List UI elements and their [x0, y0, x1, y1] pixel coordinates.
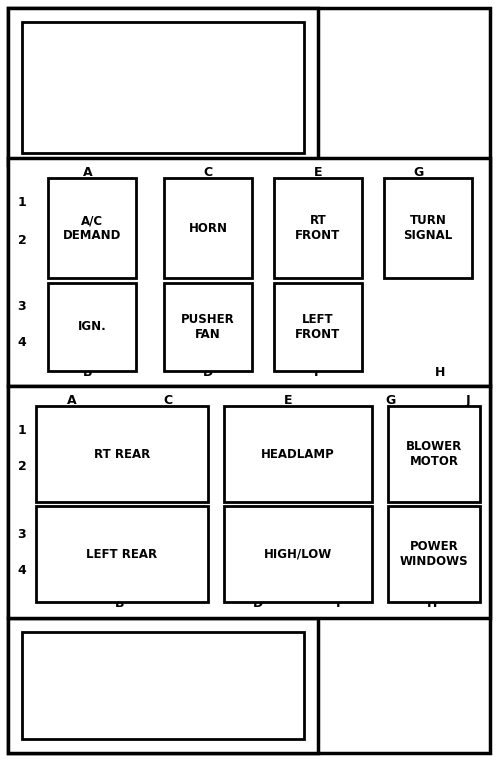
Text: 4: 4	[18, 336, 26, 349]
Text: BLOWER
MOTOR: BLOWER MOTOR	[406, 440, 462, 468]
Text: E: E	[284, 394, 292, 407]
Bar	[22, 22, 304, 153]
Bar	[8, 618, 318, 753]
Bar	[274, 283, 362, 371]
Text: D: D	[253, 597, 263, 610]
Text: B: B	[115, 597, 125, 610]
Bar	[224, 506, 372, 602]
Text: F: F	[336, 597, 344, 610]
Bar	[388, 406, 480, 502]
Text: A: A	[67, 394, 77, 407]
Bar	[164, 178, 252, 278]
Bar	[388, 506, 480, 602]
Text: D: D	[203, 366, 213, 379]
Bar	[164, 283, 252, 371]
Text: G: G	[413, 166, 423, 179]
Text: G: G	[385, 394, 395, 407]
Text: 2: 2	[18, 460, 26, 473]
Bar	[22, 632, 304, 739]
Text: B: B	[83, 366, 93, 379]
Bar	[224, 406, 372, 502]
Text: 1: 1	[18, 424, 26, 437]
Bar	[8, 158, 490, 386]
Bar	[48, 178, 136, 278]
Text: H: H	[435, 366, 445, 379]
Bar	[8, 8, 318, 165]
Text: A/C
DEMAND: A/C DEMAND	[63, 214, 121, 242]
Text: 1: 1	[18, 196, 26, 209]
Text: A: A	[83, 166, 93, 179]
Text: HEADLAMP: HEADLAMP	[261, 447, 335, 460]
Text: 3: 3	[18, 527, 26, 540]
Text: H: H	[427, 597, 437, 610]
Bar	[8, 386, 490, 618]
Bar	[274, 178, 362, 278]
Bar	[48, 283, 136, 371]
Text: TURN
SIGNAL: TURN SIGNAL	[404, 214, 452, 242]
Text: F: F	[314, 366, 322, 379]
Text: 4: 4	[18, 563, 26, 577]
Text: C: C	[164, 394, 172, 407]
Text: C: C	[204, 166, 212, 179]
Bar	[384, 178, 472, 278]
Text: 2: 2	[18, 234, 26, 247]
Text: J: J	[466, 394, 470, 407]
Text: 3: 3	[18, 300, 26, 313]
Text: HORN: HORN	[188, 221, 228, 234]
Text: RT REAR: RT REAR	[94, 447, 150, 460]
Text: IGN.: IGN.	[78, 320, 106, 333]
Text: RT
FRONT: RT FRONT	[296, 214, 341, 242]
Text: HIGH/LOW: HIGH/LOW	[264, 547, 332, 561]
Bar	[36, 506, 208, 602]
Text: PUSHER
FAN: PUSHER FAN	[181, 313, 235, 341]
Text: E: E	[314, 166, 322, 179]
Bar	[36, 406, 208, 502]
Text: LEFT
FRONT: LEFT FRONT	[296, 313, 341, 341]
Text: POWER
WINDOWS: POWER WINDOWS	[400, 540, 468, 568]
Text: LEFT REAR: LEFT REAR	[86, 547, 158, 561]
